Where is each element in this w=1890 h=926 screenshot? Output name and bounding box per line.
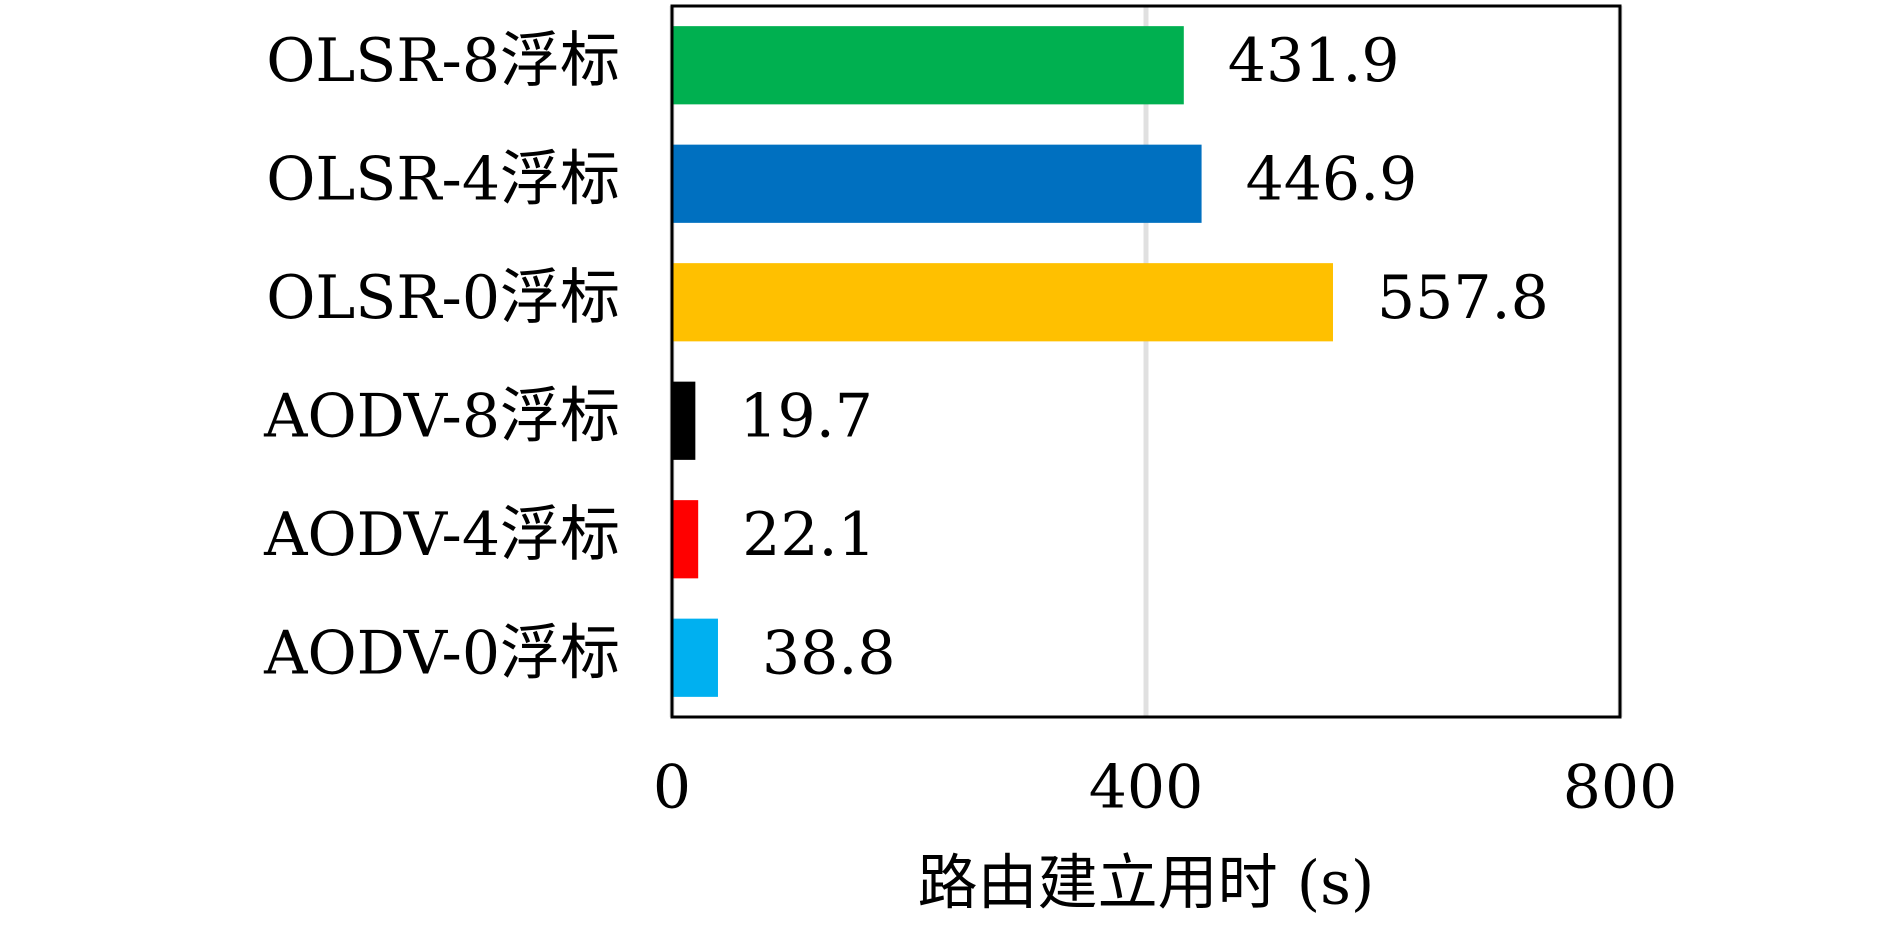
bar <box>672 144 1202 223</box>
x-tick-label: 0 <box>653 753 691 823</box>
bar <box>672 26 1184 105</box>
bar <box>672 618 718 697</box>
x-tick-label: 800 <box>1563 753 1678 823</box>
y-tick-label: AODV-0浮标 <box>263 618 620 688</box>
data-label: 431.9 <box>1228 26 1400 96</box>
y-tick-label: OLSR-0浮标 <box>266 263 620 333</box>
data-label: 19.7 <box>739 381 873 451</box>
data-label: 557.8 <box>1377 263 1549 333</box>
y-tick-label: OLSR-4浮标 <box>266 144 620 214</box>
plot-frame <box>670 4 1622 719</box>
data-label: 446.9 <box>1246 144 1418 214</box>
x-tick-label: 400 <box>1089 753 1204 823</box>
bar <box>672 381 696 460</box>
bar <box>672 500 699 579</box>
bar <box>672 263 1333 342</box>
y-tick-label: AODV-4浮标 <box>263 500 620 570</box>
data-label: 38.8 <box>762 618 896 688</box>
y-tick-label: AODV-8浮标 <box>263 381 620 451</box>
y-tick-label: OLSR-8浮标 <box>266 26 620 96</box>
x-axis-label: 路由建立用时 (s) <box>918 849 1375 919</box>
data-label: 22.1 <box>742 500 876 570</box>
